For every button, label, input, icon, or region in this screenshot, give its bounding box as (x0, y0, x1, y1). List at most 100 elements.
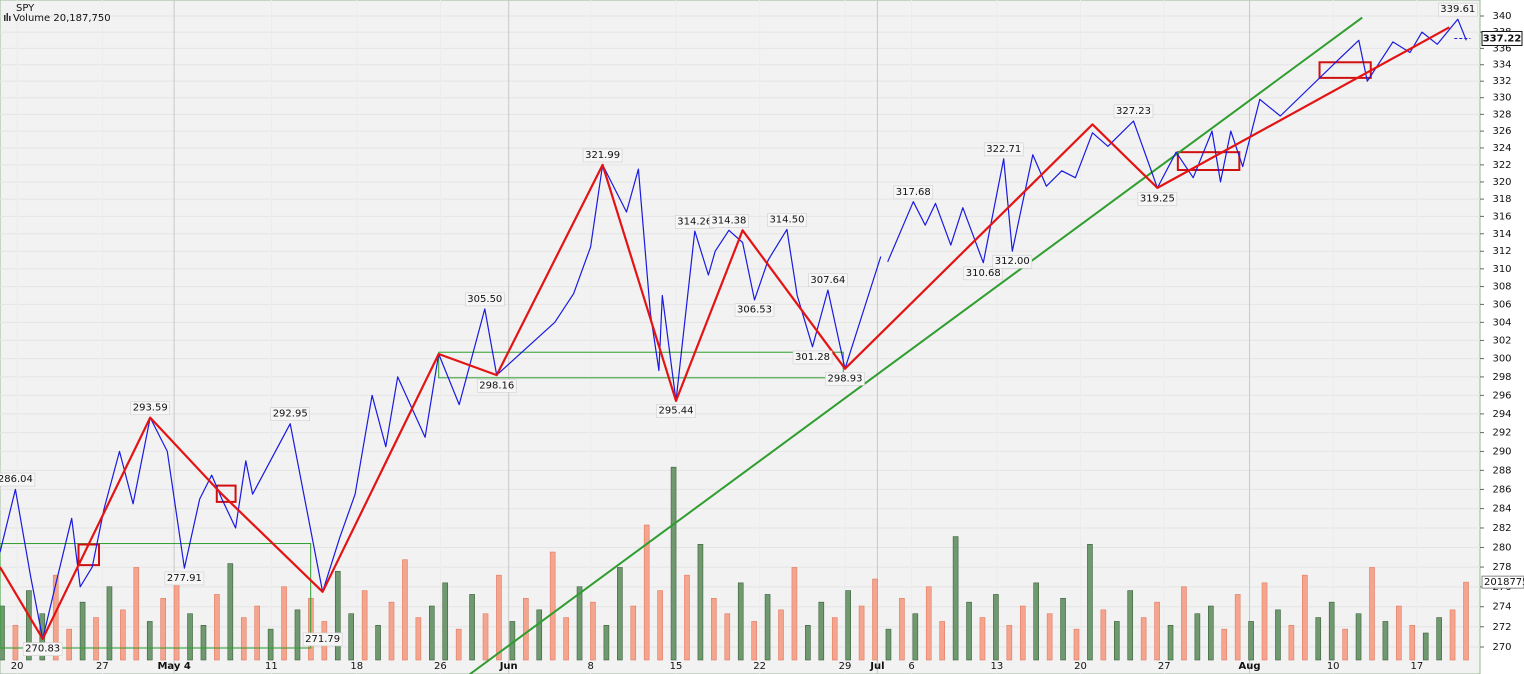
pivot-label-box (792, 350, 833, 365)
y-tick-label: 340 (1492, 11, 1511, 22)
volume-bar (388, 601, 395, 661)
pivot-label-box (734, 303, 775, 317)
volume-bar (482, 613, 489, 661)
pivot-label: 306.53 (734, 303, 775, 317)
pivot-label-box (22, 642, 63, 656)
y-tick-label: 292 (1492, 428, 1511, 439)
x-tick-label: May 4 (157, 661, 190, 672)
pivot-label-text: 298.93 (827, 373, 862, 384)
pivot-label: 292.95 (270, 407, 310, 421)
pivot-label-box (825, 372, 865, 386)
volume-bar (240, 617, 247, 661)
trend-line (468, 16, 1363, 674)
volume-tag-box (1481, 575, 1524, 589)
volume-bar (294, 609, 301, 661)
pivot-label-text: 277.91 (167, 573, 202, 584)
pivot-label-text: 301.28 (795, 352, 830, 363)
grid-layer (0, 0, 1480, 674)
pivot-label-text: 327.23 (1116, 106, 1151, 117)
volume-bar (643, 524, 650, 661)
volume-bar (254, 605, 260, 661)
volume-bar (724, 613, 731, 661)
x-tick-label: 27 (96, 661, 109, 672)
volume-bar (805, 624, 811, 661)
y-tick-label: 316 (1492, 211, 1511, 222)
pivot-label: 317.68 (893, 185, 934, 200)
pivot-label-box (767, 213, 807, 227)
x-tick-label: Aug (1239, 661, 1261, 672)
pivot-label-text: 307.64 (810, 275, 845, 286)
volume-bar (1463, 581, 1469, 661)
volume-bar (442, 582, 449, 661)
pivot-label-box (808, 273, 848, 288)
volume-bar (1382, 621, 1389, 661)
y-tick-label: 296 (1492, 390, 1511, 401)
y-tick-label: 298 (1492, 372, 1511, 383)
y-tick-label: 326 (1492, 126, 1511, 137)
x-tick-label: Jun (499, 661, 518, 672)
pivot-label: 298.93 (825, 372, 865, 386)
pivot-label-box (1113, 104, 1154, 119)
volume-bar (1181, 586, 1187, 661)
volume-bar (214, 594, 220, 661)
pivot-label: 310.68 (963, 266, 1004, 281)
y-tick-label: 310 (1492, 264, 1511, 275)
pivot-label-box (963, 266, 1004, 281)
volume-bar (1221, 628, 1228, 661)
pivot-label-box (709, 214, 749, 228)
volume-layer (0, 466, 1469, 661)
pivot-label-text: 310.68 (966, 268, 1001, 279)
pivot-label-text: 314.38 (711, 215, 746, 226)
y-tick-label: 328 (1492, 109, 1511, 120)
volume-bar (120, 609, 126, 661)
x-tick-label: Jul (869, 661, 884, 672)
y-tick-label: 274 (1492, 602, 1511, 613)
last-price-box (1481, 30, 1523, 46)
x-tick-label: 10 (1327, 661, 1340, 672)
volume-bar (1194, 613, 1201, 661)
volume-bar (523, 597, 529, 661)
volume-bar (334, 571, 341, 661)
pivot-label: 321.99 (582, 148, 623, 163)
pivot-label-text: 322.71 (986, 144, 1021, 155)
pivot-label-text: 314.50 (769, 214, 804, 225)
volume-bar (885, 628, 892, 661)
volume-bar (831, 617, 838, 661)
volume-bar (428, 605, 435, 661)
plot-background (0, 0, 1481, 674)
pivot-label: 319.25 (1137, 192, 1178, 206)
last-price-label: 337.22 (1483, 33, 1522, 44)
volume-bar (375, 624, 381, 661)
pivot-label-text: 321.99 (585, 150, 620, 161)
pivot-label: 270.83 (22, 642, 63, 656)
volume-bar (858, 605, 865, 661)
pivot-label-box (164, 571, 205, 586)
volume-bar (1342, 628, 1348, 661)
volume-bar (1208, 605, 1214, 661)
volume-bar (1140, 617, 1147, 661)
volume-bar (1234, 594, 1241, 661)
y-tick-label: 278 (1492, 562, 1511, 573)
pivot-label: 339.61 (1438, 2, 1478, 17)
x-tick-label: 29 (839, 661, 852, 672)
volume-bar (778, 609, 784, 661)
volume-bar (697, 544, 704, 661)
y-tick-label: 300 (1492, 354, 1511, 365)
volume-bar (657, 590, 663, 661)
volume-bar (1248, 621, 1254, 661)
pivot-label-box (1137, 192, 1178, 206)
volume-bar (1100, 609, 1107, 661)
pivot-label-text: 295.44 (658, 406, 693, 417)
pivot-label-text: 306.53 (737, 305, 772, 316)
pivot-label-box (464, 292, 505, 307)
volume-bar (133, 567, 140, 661)
volume-bar (1302, 574, 1308, 661)
pivot-label-text: 270.83 (25, 644, 60, 655)
volume-title: Volume 20,187,750 (13, 13, 111, 24)
volume-bar (1113, 621, 1120, 661)
volume-bar (590, 601, 596, 661)
volume-bar (536, 609, 543, 661)
pivot-label-text: 339.61 (1440, 4, 1475, 15)
